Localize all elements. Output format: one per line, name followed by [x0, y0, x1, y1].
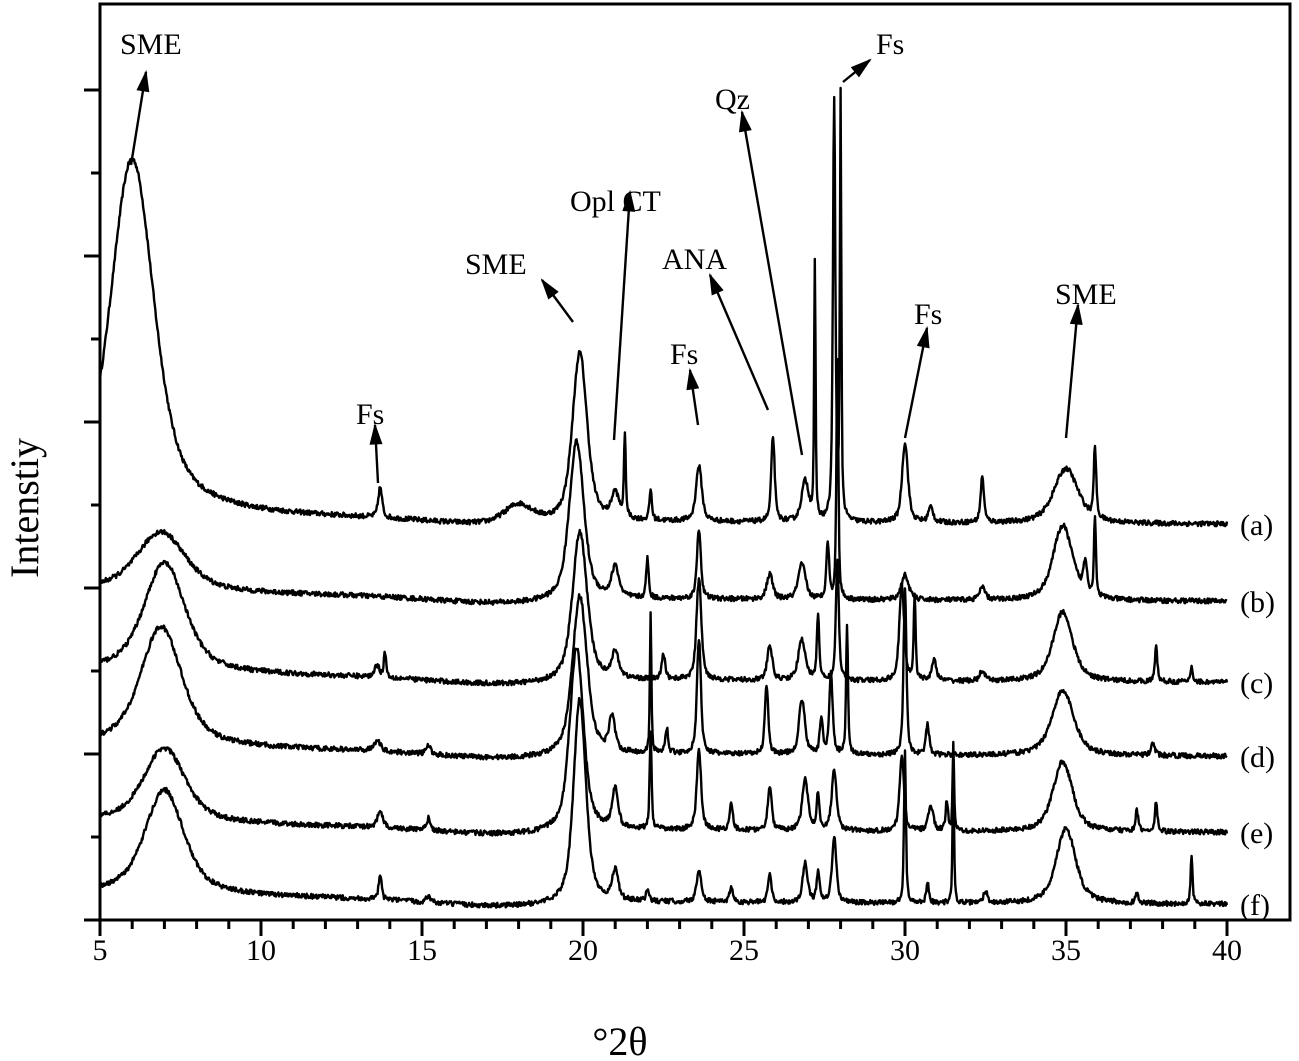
trace-d [98, 587, 1228, 761]
annotation-arrow [842, 58, 872, 83]
x-tick-label: 25 [729, 934, 759, 967]
annotation-arrow [1064, 302, 1083, 439]
trace-label-b: (b) [1240, 586, 1275, 619]
trace-c [98, 528, 1229, 687]
trace-label-d: (d) [1240, 741, 1275, 774]
trace-a [98, 86, 1229, 528]
x-tick-label: 15 [407, 934, 437, 967]
annotation-arrow [612, 189, 636, 441]
annotation-arrow [708, 273, 770, 411]
x-axis-title: °2θ [592, 1019, 647, 1061]
annotation-label: Fs [356, 398, 384, 431]
trace-label-a: (a) [1240, 509, 1273, 542]
phase-annotations: SME Fs SME Opl CT Fs ANA Qz Fs Fs SME [120, 28, 1117, 484]
y-axis-ticks [84, 88, 100, 922]
annotation-arrow [129, 69, 150, 166]
x-tick-label: 5 [93, 934, 108, 967]
x-axis-tick-labels: 5 10 15 20 25 30 35 40 [93, 934, 1243, 967]
x-tick-label: 30 [890, 934, 920, 967]
annotation-arrow [540, 278, 574, 323]
annotation-label: Fs [914, 298, 942, 331]
annotation-label: Fs [876, 28, 904, 61]
x-axis-ticks [98, 920, 1229, 936]
x-tick-label: 35 [1051, 934, 1081, 967]
annotation-label: Qz [715, 83, 750, 116]
annotation-label: Opl CT [570, 185, 661, 218]
annotation-arrow [738, 109, 804, 456]
x-tick-label: 20 [568, 934, 598, 967]
y-axis-title: Intenstiy [2, 438, 47, 578]
plot-frame [98, 2, 1292, 922]
xrd-traces [98, 86, 1229, 909]
x-tick-label: 10 [246, 934, 276, 967]
annotation-arrow [686, 367, 700, 426]
x-tick-label: 40 [1212, 934, 1242, 967]
trace-label-f: (f) [1240, 889, 1270, 922]
annotation-label: SME [1055, 278, 1117, 311]
trace-labels: (a) (b) (c) (d) (e) (f) [1240, 509, 1275, 922]
annotation-arrow [903, 325, 930, 439]
trace-e [99, 647, 1229, 837]
annotation-label: Fs [670, 338, 698, 371]
plot-border [98, 2, 1292, 922]
annotation-label: ANA [662, 243, 727, 276]
trace-f [99, 696, 1229, 909]
annotation-label: SME [465, 248, 527, 281]
annotation-arrow [369, 422, 383, 484]
annotation-label: SME [120, 28, 182, 61]
trace-label-c: (c) [1240, 667, 1273, 700]
trace-b [98, 357, 1228, 606]
trace-label-e: (e) [1240, 817, 1273, 850]
